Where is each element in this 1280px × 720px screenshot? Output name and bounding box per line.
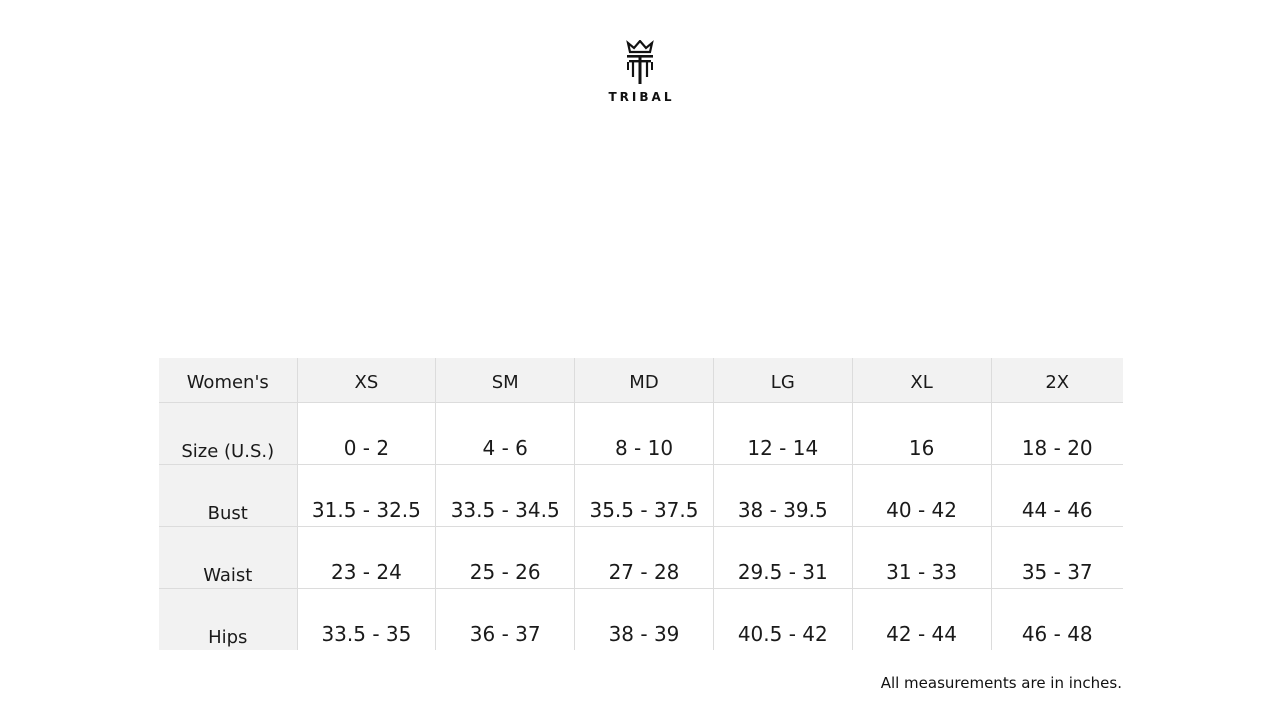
- table-cell: 25 - 26: [435, 526, 576, 589]
- table-cell: 33.5 - 35: [296, 588, 437, 650]
- table-cell: 44 - 46: [990, 464, 1123, 527]
- row-label: Size (U.S.): [159, 402, 298, 465]
- header-cell: Women's: [159, 358, 298, 403]
- table-cell: 12 - 14: [712, 402, 853, 465]
- table-cell: 35.5 - 37.5: [574, 464, 714, 527]
- table-cell: 16: [851, 402, 992, 465]
- table-row: Bust 31.5 - 32.5 33.5 - 34.5 35.5 - 37.5…: [159, 464, 1123, 527]
- table-row: Size (U.S.) 0 - 2 4 - 6 8 - 10 12 - 14 1…: [159, 402, 1123, 465]
- table-row: Waist 23 - 24 25 - 26 27 - 28 29.5 - 31 …: [159, 526, 1123, 589]
- table-cell: 35 - 37: [990, 526, 1123, 589]
- table-cell: 0 - 2: [296, 402, 437, 465]
- table-cell: 29.5 - 31: [712, 526, 853, 589]
- table-cell: 42 - 44: [851, 588, 992, 650]
- table-header-row: Women's XS SM MD LG XL 2X: [159, 358, 1123, 403]
- header-cell: XL: [851, 358, 992, 403]
- table-cell: 18 - 20: [990, 402, 1123, 465]
- header-cell: SM: [435, 358, 576, 403]
- brand-logo: TRIBAL: [600, 40, 680, 104]
- header-cell: XS: [296, 358, 437, 403]
- table-cell: 8 - 10: [574, 402, 714, 465]
- table-cell: 4 - 6: [435, 402, 576, 465]
- measurement-footnote: All measurements are in inches.: [880, 674, 1122, 692]
- header-cell: LG: [712, 358, 853, 403]
- table-cell: 31 - 33: [851, 526, 992, 589]
- table-cell: 40 - 42: [851, 464, 992, 527]
- table-cell: 27 - 28: [574, 526, 714, 589]
- size-chart-table: Women's XS SM MD LG XL 2X Size (U.S.) 0 …: [159, 358, 1123, 650]
- table-cell: 46 - 48: [990, 588, 1123, 650]
- crown-t-logo-icon: [626, 40, 654, 84]
- table-cell: 23 - 24: [296, 526, 437, 589]
- table-cell: 36 - 37: [435, 588, 576, 650]
- table-cell: 38 - 39: [574, 588, 714, 650]
- row-label: Bust: [159, 464, 298, 527]
- row-label: Hips: [159, 588, 298, 650]
- table-cell: 40.5 - 42: [712, 588, 853, 650]
- table-cell: 33.5 - 34.5: [435, 464, 576, 527]
- header-cell: MD: [574, 358, 714, 403]
- table-row: Hips 33.5 - 35 36 - 37 38 - 39 40.5 - 42…: [159, 588, 1123, 650]
- brand-name: TRIBAL: [608, 90, 675, 104]
- table-cell: 38 - 39.5: [712, 464, 853, 527]
- table-cell: 31.5 - 32.5: [296, 464, 437, 527]
- row-label: Waist: [159, 526, 298, 589]
- header-cell: 2X: [990, 358, 1123, 403]
